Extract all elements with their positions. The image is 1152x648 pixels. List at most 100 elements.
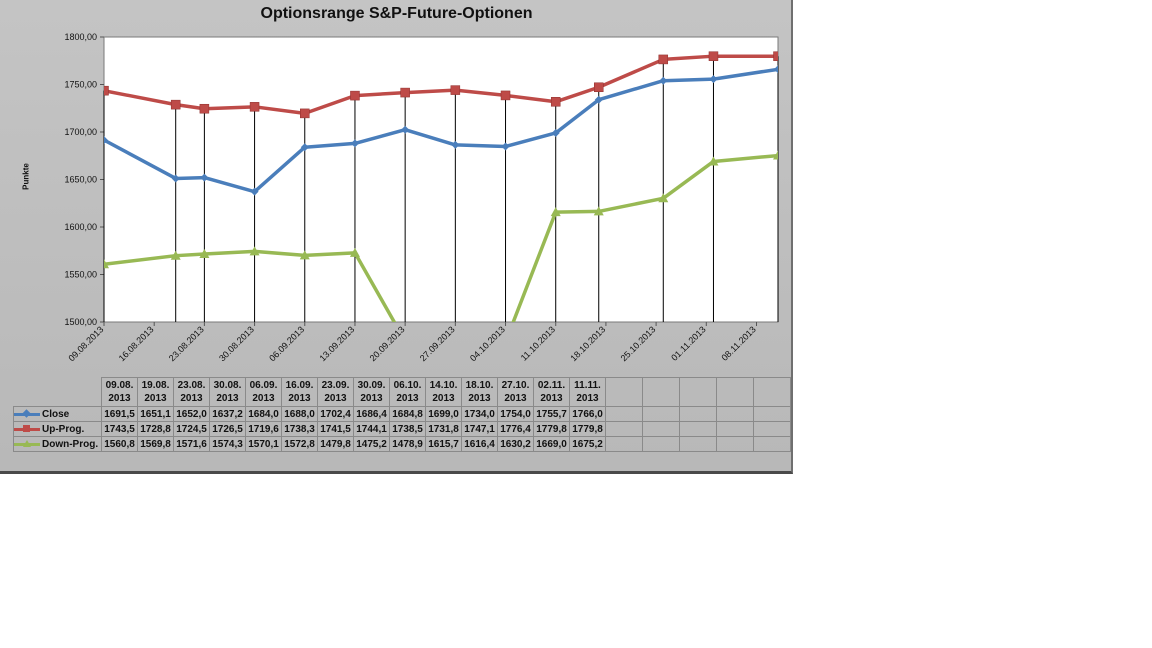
chart-title: Optionsrange S&P-Future-Optionen — [260, 5, 533, 22]
x-tick-label: 08.11.2013 — [719, 324, 757, 362]
data-point-down-prog — [593, 206, 604, 216]
table-row: Close 1691,5 1651,1 1652,0 1637,2 1684,0 1688,… — [13, 406, 791, 422]
legend-marker — [23, 424, 30, 432]
date-day: 11.11. — [574, 380, 601, 391]
table-empty-cell — [679, 406, 717, 422]
data-point-up-prog — [300, 108, 310, 119]
table-empty-cell — [716, 406, 754, 422]
table-value-cell: 1478,9 — [389, 436, 426, 452]
data-point-down-prog — [299, 250, 310, 260]
date-year: 2013 — [576, 393, 599, 404]
data-point-close — [551, 128, 560, 137]
table-value-cell: 1630,2 — [497, 436, 534, 452]
date-year: 2013 — [288, 393, 311, 404]
date-day: 16.09. — [285, 380, 314, 391]
x-tick-label: 16.08.2013 — [117, 324, 156, 363]
date-day: 23.09. — [321, 380, 350, 391]
date-year: 2013 — [432, 393, 455, 404]
series-group — [104, 51, 778, 346]
table-empty-cell — [679, 421, 717, 437]
data-point-close — [594, 95, 603, 104]
data-point-down-prog — [501, 337, 511, 346]
data-point-down-prog — [400, 336, 410, 345]
table-value-cell: 1615,7 — [425, 436, 462, 452]
chart-area: Optionsrange S&P-Future-Optionen Punkte … — [0, 0, 793, 474]
plot-svg: 1500,00 1550,00 1600,00 1650,00 1700,00 1750,… — [64, 32, 779, 363]
table-value-cell: 1574,3 — [209, 436, 246, 452]
data-point-close — [200, 173, 209, 182]
data-point-down-prog — [658, 193, 669, 203]
table-value-cell: 1560,8 — [101, 436, 138, 452]
table-header-row: 09.08. 2013 19.08. 2013 23.08. 2013 30.08. 2013… — [14, 377, 791, 407]
data-point-close — [300, 143, 309, 152]
table-value-cell: 1691,5 — [101, 406, 138, 422]
series-legend-cell: Down-Prog. — [13, 436, 102, 452]
date-year: 2013 — [144, 393, 167, 404]
y-tick-label: 1500,00 — [64, 317, 97, 327]
table-value-cell: 1702,4 — [317, 406, 354, 422]
series-name: Close — [42, 408, 70, 420]
table-empty-cell — [753, 436, 791, 452]
table-empty-cell — [716, 421, 754, 437]
table-value-cell: 1571,6 — [173, 436, 210, 452]
date-year: 2013 — [216, 393, 239, 404]
date-year: 2013 — [504, 393, 527, 404]
series-name: Down-Prog. — [42, 438, 99, 450]
y-tick-label: 1750,00 — [64, 80, 97, 90]
y-tick-label: 1550,00 — [64, 270, 97, 280]
date-day: 30.09. — [357, 380, 386, 391]
data-point-up-prog — [593, 82, 604, 93]
x-tick-label: 09.08.2013 — [66, 324, 105, 363]
table-value-cell: 1669,0 — [533, 436, 570, 452]
table-empty-cell — [679, 436, 717, 452]
y-tick-label: 1650,00 — [64, 175, 97, 185]
x-tick-label: 11.10.2013 — [519, 324, 557, 362]
table-corner — [14, 378, 102, 407]
date-day: 18.10. — [465, 380, 494, 391]
series-legend-cell: Up-Prog. — [13, 421, 102, 437]
date-year: 2013 — [396, 393, 419, 404]
table-value-cell: 1738,3 — [281, 421, 318, 437]
data-point-up-prog — [199, 103, 210, 114]
y-tick-label: 1700,00 — [64, 127, 97, 137]
table-value-cell: 1754,0 — [497, 406, 534, 422]
table-date-header: 09.08. 2013 — [101, 377, 138, 407]
data-point-down-prog — [349, 247, 360, 257]
x-tick-label: 18.10.2013 — [568, 324, 607, 363]
table-value-cell: 1741,5 — [317, 421, 354, 437]
legend-marker — [23, 439, 31, 447]
data-point-up-prog — [104, 85, 109, 96]
table-value-cell: 1616,4 — [461, 436, 498, 452]
series-line-down-prog — [104, 153, 778, 322]
data-point-down-prog — [199, 248, 210, 258]
date-year: 2013 — [324, 393, 347, 404]
table-value-cell: 1779,8 — [569, 421, 606, 437]
table-row: Down-Prog. 1560,8 1569,8 1571,6 1574,3 1570,1… — [13, 436, 791, 452]
data-point-up-prog — [450, 85, 461, 95]
x-tick-label: 13.09.2013 — [317, 324, 356, 363]
date-day: 30.08. — [213, 380, 242, 391]
table-empty-cell — [753, 421, 791, 437]
table-empty-cell — [605, 406, 643, 422]
data-point-down-prog — [708, 156, 719, 166]
date-year: 2013 — [108, 393, 131, 404]
table-date-header: 06.10. 2013 — [389, 377, 426, 407]
table-date-header: 30.09. 2013 — [353, 377, 390, 407]
table-date-header: 16.09. 2013 — [281, 377, 318, 407]
table-empty-cell — [642, 436, 680, 452]
data-point-close — [774, 65, 778, 74]
table-row: Up-Prog. 1743,5 1728,8 1724,5 1726,5 1719,6 17… — [13, 421, 791, 437]
data-point-down-prog — [104, 259, 109, 269]
date-day: 19.08. — [141, 380, 170, 391]
data-point-close — [171, 174, 180, 183]
table-value-cell: 1479,8 — [317, 436, 354, 452]
table-date-header: 19.08. 2013 — [137, 377, 174, 407]
x-tick-label: 01.11.2013 — [669, 324, 707, 362]
table-value-cell: 1726,5 — [209, 421, 246, 437]
data-point-close — [501, 142, 510, 151]
x-tick-label: 23.08.2013 — [167, 324, 206, 363]
data-point-close — [350, 139, 359, 148]
series-legend-cell: Close — [13, 406, 102, 422]
table-empty-cell — [642, 377, 680, 407]
table-value-cell: 1728,8 — [137, 421, 174, 437]
